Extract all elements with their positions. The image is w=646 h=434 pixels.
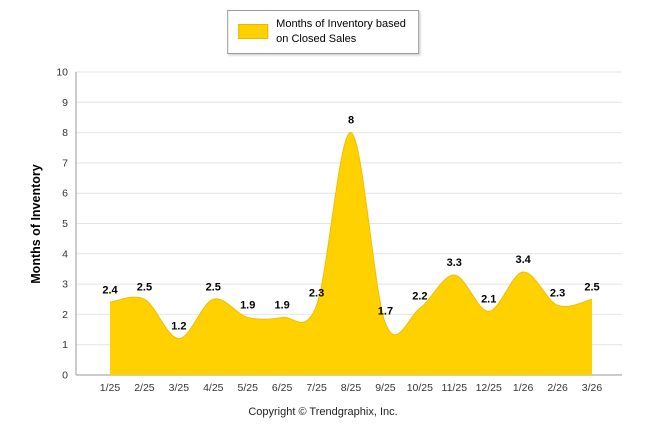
y-tick-label: 5 bbox=[62, 218, 68, 230]
x-tick-label: 4/25 bbox=[203, 382, 224, 394]
x-tick-label: 1/26 bbox=[513, 382, 534, 394]
y-tick-label: 4 bbox=[62, 248, 68, 260]
data-label: 1.9 bbox=[240, 299, 255, 311]
data-label: 2.5 bbox=[206, 281, 221, 293]
x-tick-label: 8/25 bbox=[341, 382, 362, 394]
data-label: 2.5 bbox=[137, 281, 152, 293]
data-label: 3.4 bbox=[515, 254, 531, 266]
area-series bbox=[110, 132, 592, 375]
data-label: 3.3 bbox=[447, 257, 462, 269]
x-tick-label: 6/25 bbox=[272, 382, 293, 394]
legend: Months of Inventory based on Closed Sales bbox=[227, 10, 419, 54]
data-label: 2.5 bbox=[584, 281, 599, 293]
data-labels: 2.4 2.5 1.2 2.5 1.9 1.9 2.3 8 1.7 2.2 3.3 2.1 3.4 2.3… bbox=[102, 115, 599, 333]
data-label: 1.2 bbox=[171, 321, 186, 333]
data-label: 2.3 bbox=[309, 287, 324, 299]
y-tick-labels: 0 1 2 3 4 5 6 7 8 9 10 bbox=[56, 67, 68, 382]
x-tick-label: 2/26 bbox=[547, 382, 568, 394]
legend-label-line2: on Closed Sales bbox=[276, 32, 357, 45]
x-tick-label: 11/25 bbox=[442, 382, 468, 394]
data-label: 2.3 bbox=[550, 287, 565, 299]
y-tick-label: 10 bbox=[56, 67, 68, 79]
data-label: 8 bbox=[348, 115, 354, 127]
legend-label-line1: Months of Inventory based bbox=[276, 18, 406, 30]
data-label: 2.2 bbox=[412, 290, 427, 302]
legend-label: Months of Inventory based on Closed Sales bbox=[276, 17, 406, 47]
x-tick-label: 9/25 bbox=[375, 382, 396, 394]
y-tick-label: 7 bbox=[62, 157, 68, 169]
x-tick-label: 12/25 bbox=[476, 382, 502, 394]
x-tick-label: 3/26 bbox=[582, 382, 603, 394]
x-tick-label: 2/25 bbox=[134, 382, 155, 394]
data-label: 1.9 bbox=[274, 299, 289, 311]
area-top-edge bbox=[109, 132, 593, 340]
y-tick-label: 9 bbox=[62, 97, 68, 109]
y-tick-label: 8 bbox=[62, 127, 68, 139]
y-tick-label: 3 bbox=[62, 279, 68, 291]
x-tick-label: 3/25 bbox=[169, 382, 190, 394]
y-tick-label: 0 bbox=[62, 370, 68, 382]
y-tick-label: 1 bbox=[62, 339, 68, 351]
data-label: 1.7 bbox=[378, 305, 393, 317]
x-tick-label: 10/25 bbox=[407, 382, 433, 394]
x-tick-labels: 1/25 2/25 3/25 4/25 5/25 6/25 7/25 8/25 9/25 10/2… bbox=[100, 382, 603, 394]
copyright: Copyright © Trendgraphix, Inc. bbox=[248, 406, 398, 418]
legend-swatch bbox=[238, 24, 269, 40]
y-tick-label: 6 bbox=[62, 188, 68, 200]
data-label: 2.4 bbox=[102, 284, 118, 296]
x-tick-label: 5/25 bbox=[237, 382, 258, 394]
y-tick-label: 2 bbox=[62, 309, 68, 321]
data-label: 2.1 bbox=[481, 293, 496, 305]
x-tick-label: 1/25 bbox=[100, 382, 121, 394]
x-tick-label: 7/25 bbox=[306, 382, 327, 394]
